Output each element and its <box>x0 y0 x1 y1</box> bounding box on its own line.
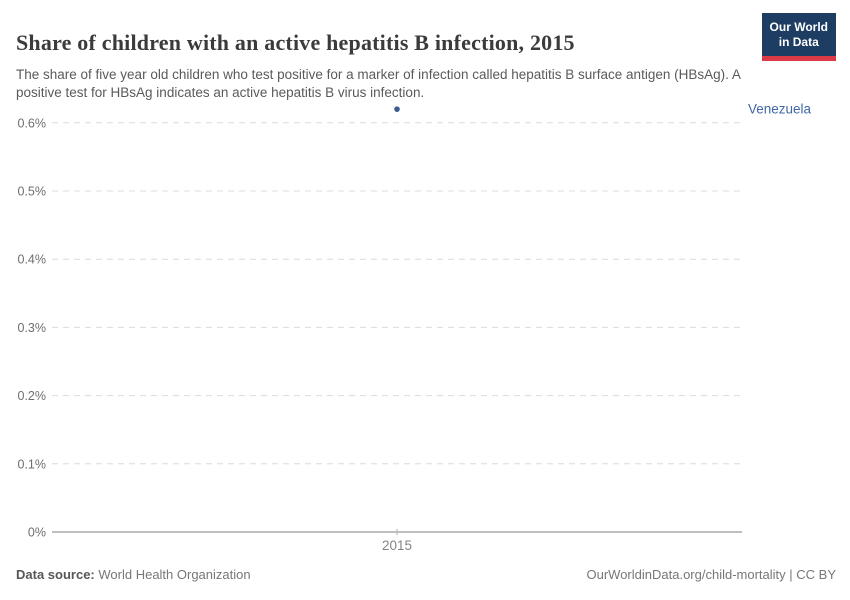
owid-logo[interactable]: Our World in Data <box>761 13 836 61</box>
credit-link[interactable]: OurWorldinData.org/child-mortality | CC … <box>586 567 837 582</box>
entity-label-venezuela[interactable]: Venezuela <box>748 102 812 117</box>
chart-subtitle: The share of five year old children who … <box>16 66 741 101</box>
y-tick-label: 0.4% <box>18 253 47 267</box>
data-point-venezuela[interactable] <box>394 106 400 112</box>
data-source-label: Data source: <box>16 567 95 582</box>
y-tick-label: 0.5% <box>18 185 47 199</box>
x-tick-label: 2015 <box>382 538 412 553</box>
y-tick-label: 0% <box>28 526 46 540</box>
owid-logo-line1: Our World <box>769 20 828 34</box>
footer: Data source: World Health Organization O… <box>16 567 836 582</box>
owid-logo-line2: in Data <box>778 35 819 49</box>
y-tick-label: 0.3% <box>18 321 47 335</box>
data-source: Data source: World Health Organization <box>16 567 251 582</box>
y-tick-label: 0.2% <box>18 389 47 403</box>
chart-title: Share of children with an active hepatit… <box>16 29 575 55</box>
data-source-value: World Health Organization <box>98 567 251 582</box>
y-tick-label: 0.6% <box>18 116 47 130</box>
y-tick-label: 0.1% <box>18 457 47 471</box>
